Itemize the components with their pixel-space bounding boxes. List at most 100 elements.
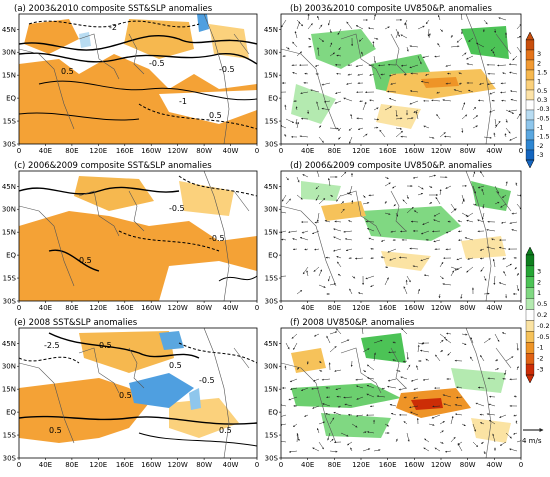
y-tick-label: EQ <box>6 95 16 103</box>
wind-vector <box>392 359 397 362</box>
sst-colorbar: 32 1.510.50.3-0.3-0.5 -1-1.5-2-3 <box>525 31 550 169</box>
panel-a-cold-sst-patch <box>197 14 209 32</box>
colorbar-swatch <box>525 298 535 310</box>
wind-vector <box>516 36 521 39</box>
colorbar-label: -0.2 <box>537 322 550 330</box>
wind-vector <box>487 82 496 86</box>
wind-vector <box>494 118 498 128</box>
wind-vector <box>439 275 444 280</box>
wind-vector <box>417 192 424 196</box>
wind-vector <box>469 356 474 362</box>
wind-vector <box>329 331 338 335</box>
panel-a-contour-label: 0.5 <box>61 67 74 76</box>
wind-vector <box>515 182 518 187</box>
wind-vector <box>513 432 518 435</box>
wind-vector <box>354 257 364 260</box>
wind-vector <box>466 55 474 60</box>
panel-c-contour-label: 0.5 <box>79 256 92 265</box>
y-tick-label: EQ <box>268 252 278 260</box>
colorbar-label: -2 <box>537 355 543 363</box>
y-tick-label: 30N <box>264 49 278 57</box>
wind-vector <box>395 127 402 130</box>
colorbar-label: 3 <box>537 267 541 275</box>
wind-vector <box>508 63 518 66</box>
wind-vector <box>409 405 419 409</box>
wind-vector <box>406 364 411 371</box>
x-tick-label: 120W <box>431 147 451 155</box>
wind-vector <box>413 210 419 214</box>
wind-vector <box>362 194 366 198</box>
y-tick-label: 45N <box>264 26 278 34</box>
wind-vector <box>450 436 456 443</box>
panel-c-slp-contour <box>19 186 180 195</box>
wind-vector <box>307 37 311 40</box>
panel-b: 0 40E 80E 120E 160E 160W 120W 80W 40W 0 45N 30N 15N E… <box>264 13 523 155</box>
wind-vector <box>439 189 442 196</box>
panel-a-title: (a) 2003&2010 composite SST&SLP anomalie… <box>14 4 213 14</box>
x-tick-label: 160E <box>116 461 134 469</box>
wind-vector <box>447 220 452 223</box>
panel-b-coastline <box>281 14 512 144</box>
x-tick-label: 40E <box>301 304 314 312</box>
wind-vector <box>433 239 441 243</box>
wind-vector <box>346 21 353 30</box>
wind-vector <box>324 220 331 223</box>
wind-vector <box>435 197 441 205</box>
x-tick-label: 160W <box>404 461 424 469</box>
wind-vector <box>292 71 298 75</box>
wind-vector <box>336 328 342 335</box>
colorbar-label: 0.3 <box>537 96 547 104</box>
wind-vector <box>318 360 322 364</box>
wind-vector <box>359 37 364 42</box>
wind-vector <box>466 266 474 273</box>
colorbar-swatch <box>525 99 535 111</box>
wind-vector <box>481 212 485 220</box>
wind-vector <box>285 342 290 350</box>
wind-vector <box>318 198 326 205</box>
wind-vector <box>477 185 485 189</box>
colorbar-swatch <box>525 109 535 121</box>
panel-a-frame <box>18 13 258 145</box>
wind-vector <box>362 202 370 205</box>
wind-vector <box>491 99 496 102</box>
wind-vector <box>392 185 397 189</box>
wind-vector <box>373 339 383 344</box>
wind-vector <box>433 219 441 223</box>
wind-vector <box>425 19 430 25</box>
wind-vector <box>422 221 430 225</box>
wind-vector <box>294 31 298 39</box>
x-tick-label: 0 <box>255 147 259 155</box>
wind-vector <box>480 171 485 178</box>
wind-vector <box>390 412 397 416</box>
wind-vector <box>439 339 444 344</box>
wind-vector <box>347 73 353 76</box>
wind-vector <box>395 369 401 372</box>
wind-vector <box>420 349 430 353</box>
wind-vector <box>343 396 353 399</box>
wind-vector <box>505 356 514 362</box>
colorbar-top-cap <box>525 246 535 256</box>
wind-vector <box>281 238 287 241</box>
wind-vector <box>357 73 364 76</box>
colorbar-swatch <box>525 49 535 61</box>
wind-vector <box>366 228 375 232</box>
wind-vector <box>460 293 463 299</box>
wind-vector <box>362 431 367 434</box>
wind-vector <box>406 351 409 360</box>
wind-vector <box>370 284 375 288</box>
wind-vector <box>480 441 485 444</box>
wind-vector <box>482 203 485 209</box>
wind-vector <box>443 403 452 407</box>
wind-vector <box>409 45 419 48</box>
wind-vector <box>445 185 452 189</box>
wind-vector <box>380 256 386 259</box>
wind-vector <box>423 125 430 129</box>
wind-vector <box>318 369 323 372</box>
wind-vector <box>333 248 342 252</box>
wind-vector <box>398 256 408 259</box>
wind-vector <box>387 378 397 382</box>
wind-vector <box>458 72 463 75</box>
x-tick-label: 40E <box>39 461 52 469</box>
wind-vector <box>284 133 287 138</box>
wind-vector <box>433 212 441 217</box>
